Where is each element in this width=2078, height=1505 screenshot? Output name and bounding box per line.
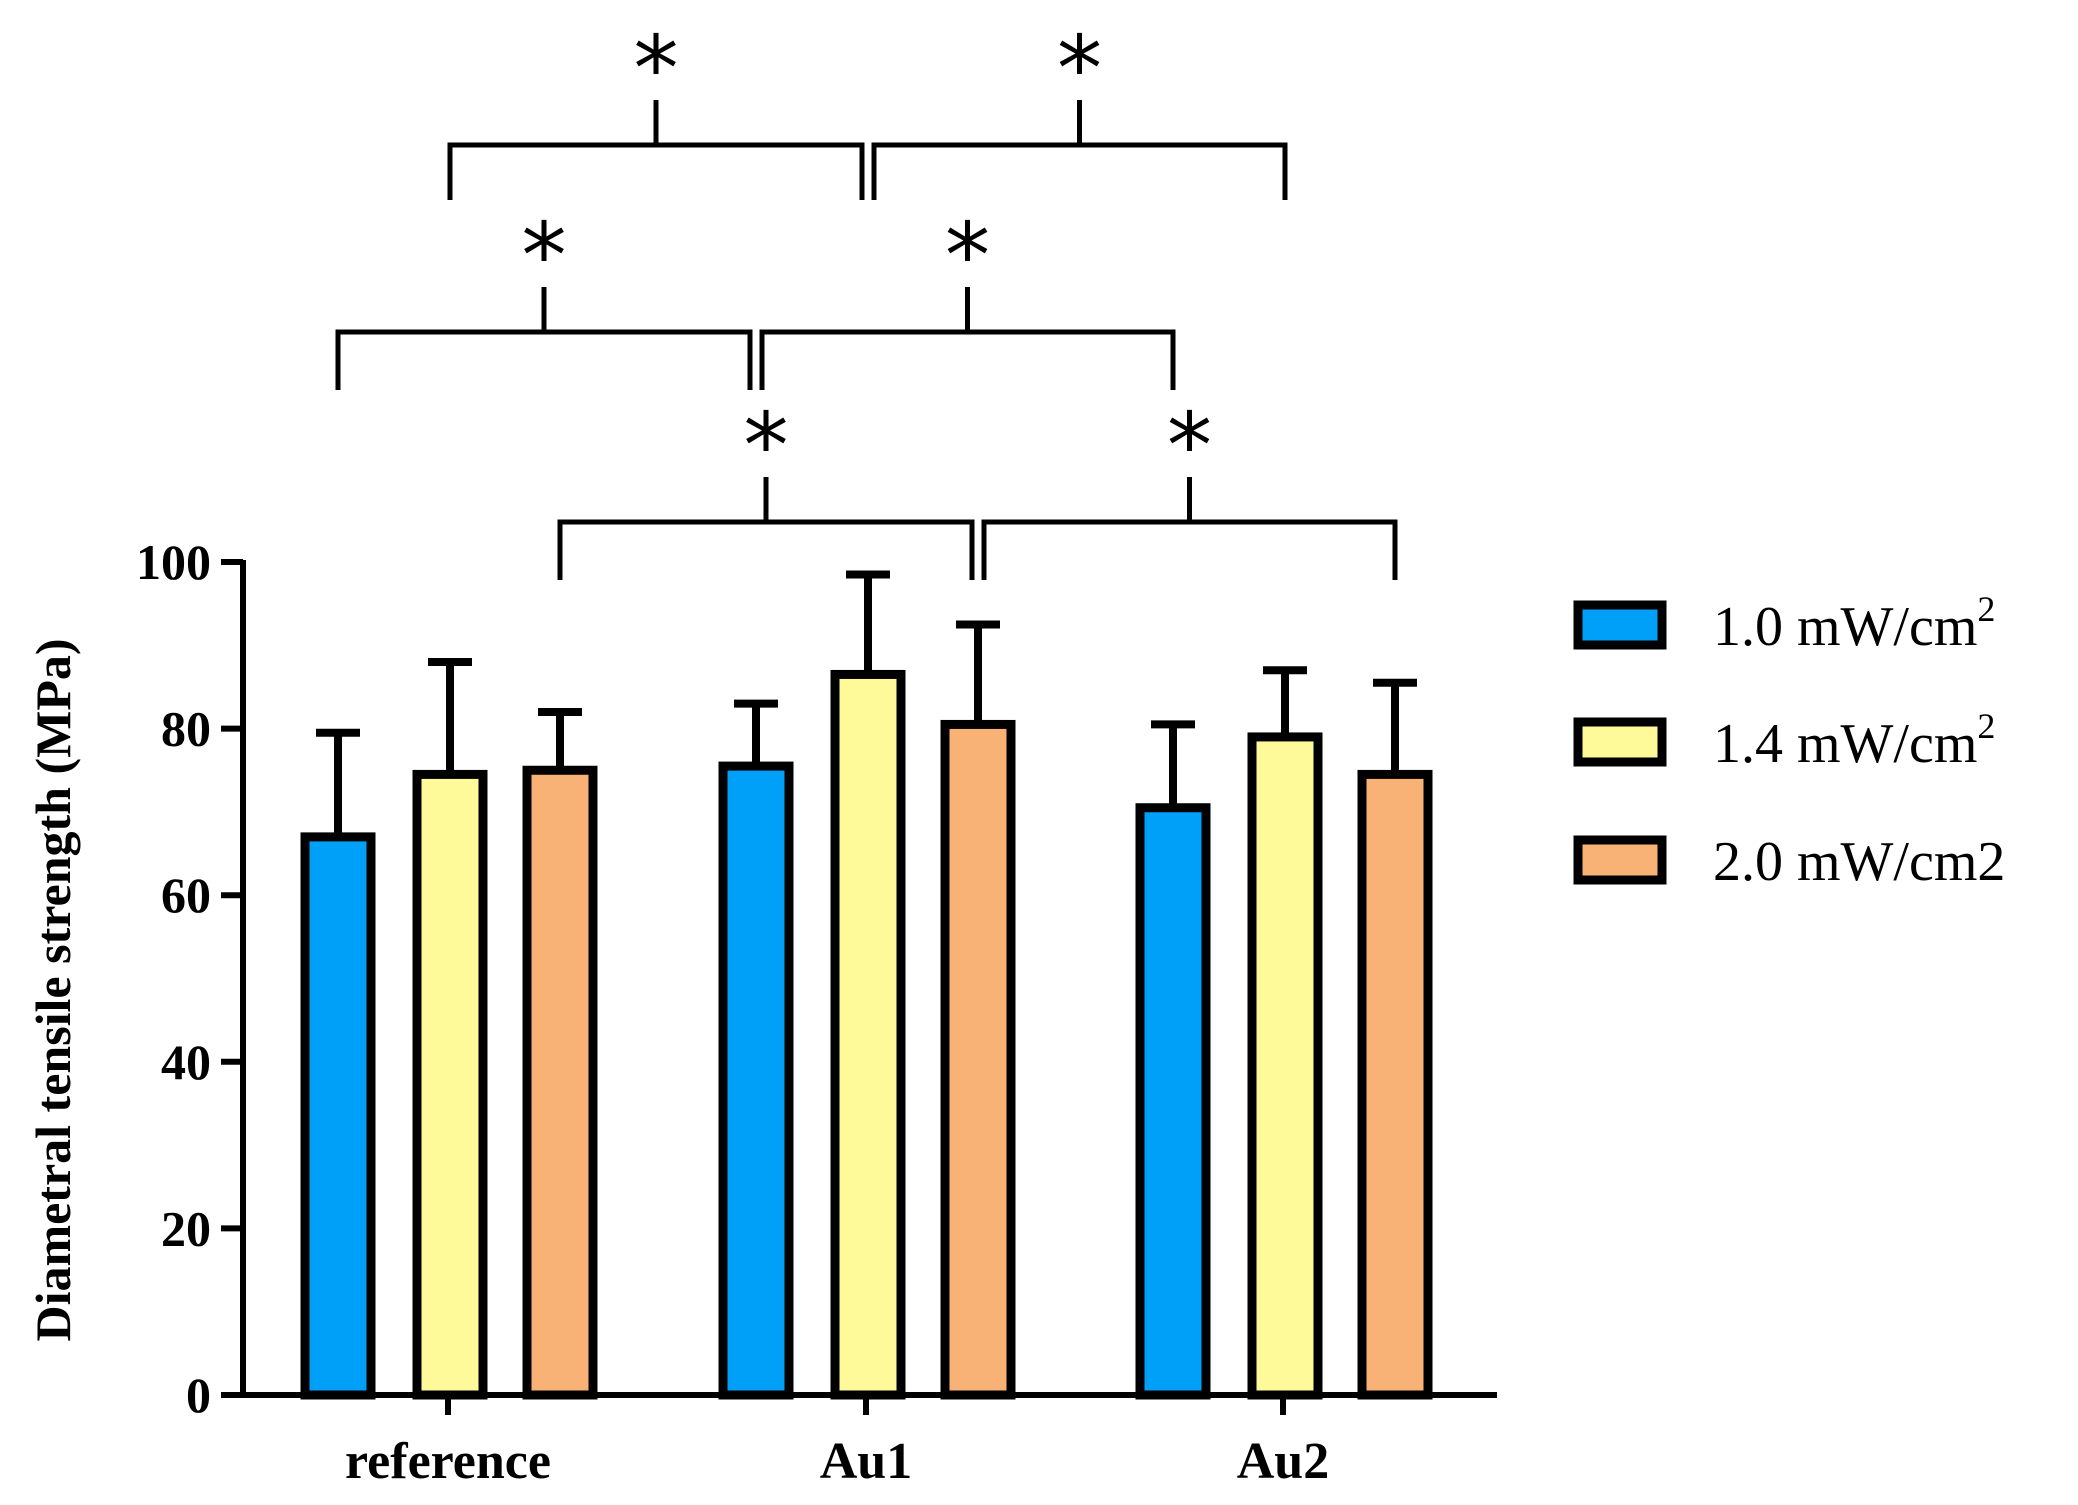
significance-bracket <box>447 142 865 200</box>
significance-bracket <box>557 519 975 580</box>
legend-label-3: 2.0 mW/cm2 <box>1713 831 2005 893</box>
legend-label-2: 1.4 mW/cm2 <box>1713 706 1995 775</box>
x-tick-label: reference <box>345 1433 551 1490</box>
significance-star: * <box>1057 17 1102 122</box>
significance-bracket <box>335 329 753 390</box>
significance-star: * <box>744 394 789 499</box>
legend-swatch-2 <box>1573 717 1667 767</box>
significance-layer: * * * * * * <box>335 17 1398 580</box>
legend: 1.0 mW/cm2 1.4 mW/cm2 2.0 mW/cm2 <box>1573 589 2005 893</box>
legend-label-1: 1.0 mW/cm2 <box>1713 589 1995 658</box>
significance-bracket <box>981 519 1398 580</box>
legend-swatch-1 <box>1573 600 1667 650</box>
legend-superscript: 2 <box>1977 589 1995 629</box>
significance-bracket <box>871 142 1288 200</box>
significance-star: * <box>634 17 679 122</box>
bar-Au2-2 <box>1247 732 1323 1400</box>
significance-star: * <box>945 204 990 309</box>
y-tick-label: 40 <box>161 1034 211 1090</box>
bar-Au1-3 <box>940 719 1016 1400</box>
y-axis-title: Diametral tensile strength (MPa) <box>25 638 81 1341</box>
bar-Au2-3 <box>1357 769 1433 1400</box>
significance-star: * <box>1167 394 1212 499</box>
bar-Au1-2 <box>830 669 906 1400</box>
y-tick-label: 20 <box>161 1200 211 1256</box>
bar-Au1-1 <box>718 761 794 1400</box>
bar-reference-2 <box>412 769 488 1400</box>
bars-layer <box>300 570 1433 1400</box>
y-tick-label: 100 <box>136 534 211 590</box>
bar-Au2-1 <box>1135 803 1211 1400</box>
y-tick-label: 80 <box>161 701 211 757</box>
legend-superscript: 2 <box>1977 706 1995 746</box>
y-tick-label: 60 <box>161 867 211 923</box>
bar-reference-3 <box>522 765 598 1400</box>
significance-star: * <box>522 204 567 309</box>
bar-reference-1 <box>300 832 376 1400</box>
x-tick-label: Au2 <box>1237 1433 1329 1490</box>
significance-bracket <box>759 329 1176 390</box>
y-tick-label: 0 <box>186 1367 211 1423</box>
axes-layer: 0 20 40 60 80 100 reference Au1 Au2 <box>136 534 1497 1490</box>
x-tick-label: Au1 <box>820 1433 912 1490</box>
legend-swatch-3 <box>1573 835 1667 885</box>
